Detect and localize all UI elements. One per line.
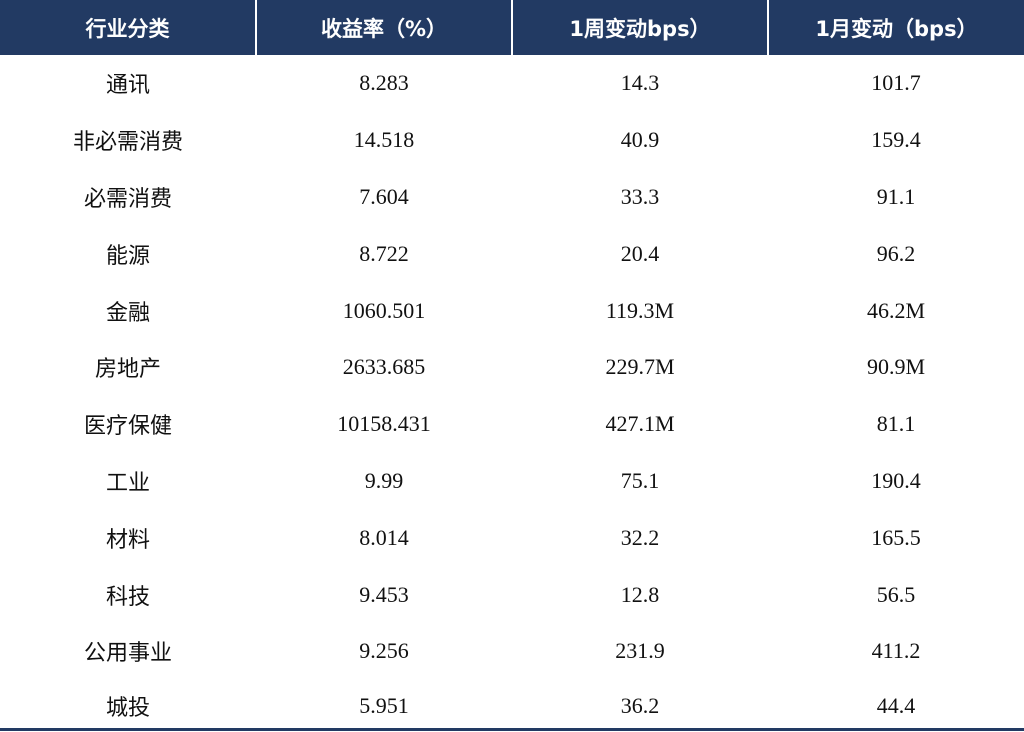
month-change-cell: 90.9M: [866, 354, 926, 380]
week-change-cell: 32.2: [620, 524, 660, 550]
week-change-cell: 229.7M: [605, 354, 675, 380]
yield-cell: 5.951: [359, 692, 409, 718]
table-row: 金融 1060.501 119.3M 46.2M: [0, 282, 1024, 339]
week-change-cell: 12.8: [620, 581, 660, 607]
table-row: 房地产 2633.685 229.7M 90.9M: [0, 339, 1024, 396]
table-row: 科技 9.453 12.8 56.5: [0, 566, 1024, 623]
header-row: 行业分类 收益率（%） 1周变动bps） 1月变动（bps）: [0, 0, 1024, 55]
month-change-cell: 91.1: [876, 183, 916, 209]
yield-cell: 9.256: [359, 638, 409, 664]
category-cell: 通讯: [105, 73, 150, 99]
category-cell: 必需消费: [83, 186, 172, 212]
week-change-cell: 14.3: [620, 70, 660, 96]
month-change-cell: 56.5: [876, 581, 916, 607]
table-row: 能源 8.722 20.4 96.2: [0, 225, 1024, 282]
week-change-cell: 36.2: [620, 692, 660, 718]
yield-cell: 10158.431: [337, 411, 431, 437]
category-cell: 医疗保健: [83, 414, 172, 440]
month-change-cell: 159.4: [871, 127, 921, 153]
category-cell: 房地产: [94, 357, 161, 383]
table-body: 通讯 8.283 14.3 101.7 非必需消费 14.518 40.9 15…: [0, 55, 1024, 732]
table-row: 工业 9.99 75.1 190.4: [0, 453, 1024, 510]
table-row: 非必需消费 14.518 40.9 159.4: [0, 112, 1024, 169]
table-row: 城投 5.951 36.2 44.4: [0, 680, 1024, 732]
month-change-cell: 101.7: [871, 70, 921, 96]
category-cell: 工业: [105, 470, 150, 496]
week-change-cell: 40.9: [620, 127, 660, 153]
month-change-cell: 81.1: [876, 411, 916, 437]
table-row: 通讯 8.283 14.3 101.7: [0, 55, 1024, 112]
week-change-cell: 75.1: [620, 467, 660, 493]
header-1m-change: 1月变动（bps）: [767, 0, 1024, 55]
week-change-cell: 20.4: [620, 240, 660, 266]
table-row: 材料 8.014 32.2 165.5: [0, 509, 1024, 566]
month-change-cell: 190.4: [871, 467, 921, 493]
week-change-cell: 427.1M: [605, 411, 675, 437]
yield-cell: 2633.685: [342, 354, 426, 380]
yield-cell: 8.722: [359, 240, 409, 266]
category-cell: 非必需消费: [72, 130, 183, 156]
month-change-cell: 46.2M: [866, 297, 926, 323]
week-change-cell: 231.9: [615, 638, 665, 664]
yield-cell: 8.014: [359, 524, 409, 550]
yield-cell: 9.453: [359, 581, 409, 607]
yield-cell: 1060.501: [342, 297, 426, 323]
category-cell: 能源: [105, 243, 150, 269]
header-category: 行业分类: [0, 0, 256, 55]
month-change-cell: 96.2: [876, 240, 916, 266]
table-row: 必需消费 7.604 33.3 91.1: [0, 169, 1024, 226]
yield-cell: 7.604: [359, 183, 409, 209]
week-change-cell: 119.3M: [605, 297, 675, 323]
header-1w-change: 1周变动bps）: [511, 0, 768, 55]
yield-cell: 9.99: [364, 467, 404, 493]
category-cell: 公用事业: [83, 641, 172, 667]
yield-cell: 8.283: [359, 70, 409, 96]
header-yield: 收益率（%）: [255, 0, 512, 55]
table-row: 公用事业 9.256 231.9 411.2: [0, 623, 1024, 680]
category-cell: 金融: [105, 300, 150, 326]
category-cell: 科技: [105, 584, 150, 610]
table-row: 医疗保健 10158.431 427.1M 81.1: [0, 396, 1024, 453]
month-change-cell: 411.2: [871, 638, 921, 664]
week-change-cell: 33.3: [620, 183, 660, 209]
category-cell: 城投: [105, 695, 150, 721]
yield-cell: 14.518: [353, 127, 415, 153]
category-cell: 材料: [105, 527, 150, 553]
month-change-cell: 44.4: [876, 692, 916, 718]
table-bottom-rule: [0, 728, 1024, 731]
table-header: 行业分类 收益率（%） 1周变动bps） 1月变动（bps）: [0, 0, 1024, 55]
month-change-cell: 165.5: [871, 524, 921, 550]
